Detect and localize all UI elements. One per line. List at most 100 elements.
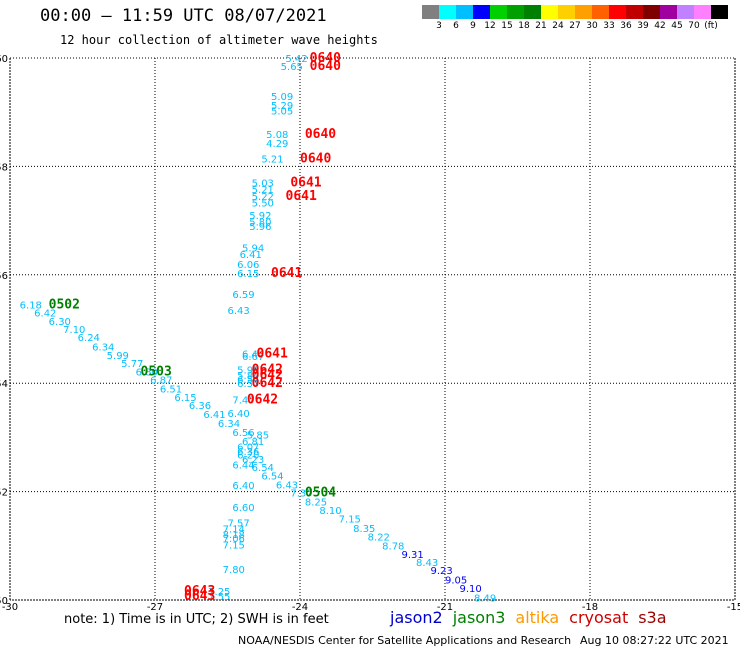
swh-value: 6.34 <box>92 342 114 353</box>
time-label: 0640 <box>305 127 336 142</box>
color-scale-label: (ft) <box>704 21 718 31</box>
swh-value: 5.85 <box>247 431 269 442</box>
swh-value: 8.25 <box>305 497 327 508</box>
swh-value: 7.47 <box>232 395 254 406</box>
swh-value: 8.49 <box>474 593 496 604</box>
swh-value: 5.22 <box>252 192 274 203</box>
swh-value: 6.44 <box>242 349 264 360</box>
time-label: 0640 <box>300 151 331 166</box>
legend-entry: s3a <box>638 608 667 627</box>
swh-value: 7.14 <box>223 524 245 535</box>
swh-value: 6.87 <box>150 375 172 386</box>
swh-value: 5.92 <box>249 211 271 222</box>
time-label: 0641 <box>271 266 302 281</box>
y-tick-label: 56 <box>0 271 8 282</box>
swh-value: 6.43 <box>276 481 298 492</box>
time-label: 0643 <box>184 589 215 604</box>
swh-value: 6.41 <box>240 250 262 261</box>
swh-value: 8.22 <box>368 533 390 544</box>
swh-value: 5.21 <box>261 154 283 165</box>
swh-value: 6.40 <box>232 481 254 492</box>
plot-frame <box>9 57 736 601</box>
color-swatch <box>711 5 728 19</box>
swh-value: 6.06 <box>237 260 259 271</box>
time-label: 0503 <box>141 364 172 379</box>
y-tick-label: 60 <box>0 54 8 65</box>
swh-value: 6.24 <box>78 333 100 344</box>
color-swatch <box>609 5 626 19</box>
swh-value: 6.81 <box>242 437 264 448</box>
color-swatch <box>473 5 490 19</box>
swh-value: 6.80 <box>136 367 158 378</box>
time-label: 0642 <box>252 376 283 391</box>
swh-value: 5.99 <box>107 351 129 362</box>
x-tick-label: -24 <box>292 602 308 613</box>
swh-value: 6.36 <box>189 401 211 412</box>
color-swatch <box>541 5 558 19</box>
swh-value: 6.36 <box>237 447 259 458</box>
swh-value: 7.15 <box>339 515 361 526</box>
swh-value: 7.25 <box>208 587 230 598</box>
color-scale-label: 27 <box>569 21 581 31</box>
swh-value: 6.43 <box>228 306 250 317</box>
swh-value: 9.31 <box>402 550 424 561</box>
swh-value: 5.21 <box>252 185 274 196</box>
credit-line: NOAA/NESDIS Center for Satellite Applica… <box>238 634 572 647</box>
swh-value: 6.15 <box>237 269 259 280</box>
color-scale-label: 30 <box>586 21 598 31</box>
x-tick-label: -30 <box>2 602 18 613</box>
swh-value: 5.03 <box>252 179 274 190</box>
time-label: 0642 <box>247 392 278 407</box>
swh-value: 6.42 <box>34 309 56 320</box>
swh-value: 7.80 <box>223 565 245 576</box>
swh-value: 9.10 <box>460 584 482 595</box>
color-scale-label: 6 <box>453 21 459 31</box>
color-swatch <box>677 5 694 19</box>
color-swatch <box>558 5 575 19</box>
swh-value: 6.34 <box>218 419 240 430</box>
color-swatch <box>490 5 507 19</box>
color-swatch <box>626 5 643 19</box>
swh-value: 6.54 <box>237 375 259 386</box>
swh-value: 8.78 <box>382 541 404 552</box>
swh-value: 6.18 <box>20 301 42 312</box>
time-label: 0502 <box>49 298 80 313</box>
x-tick-label: -27 <box>147 602 163 613</box>
swh-value: 5.50 <box>252 199 274 210</box>
swh-value: 7.55 <box>208 592 230 603</box>
swh-value: 8.18 <box>223 530 245 541</box>
chart-title: 00:00 – 11:59 UTC 08/07/2021 <box>40 6 327 26</box>
swh-value: 5.42 <box>286 54 308 65</box>
swh-value: 8.43 <box>416 558 438 569</box>
y-tick-label: 50 <box>0 596 8 607</box>
swh-value: 6.51 <box>160 385 182 396</box>
x-tick-label: -15 <box>727 602 740 613</box>
chart-subtitle: 12 hour collection of altimeter wave hei… <box>60 33 378 47</box>
color-scale-labels: 3 6 9 12 15 18 21 24 27 30 33 36 39 42 45 70 (ft) <box>422 21 740 33</box>
color-scale-label: 15 <box>501 21 513 31</box>
color-swatch <box>439 5 456 19</box>
swh-value: 6.67 <box>242 352 264 363</box>
x-tick-label: -21 <box>437 602 453 613</box>
swh-value: 5.09 <box>271 92 293 103</box>
color-swatch <box>592 5 609 19</box>
x-tick-label: -18 <box>582 602 598 613</box>
time-label: 0641 <box>257 346 288 361</box>
swh-value: 8.10 <box>319 506 341 517</box>
legend-entry: jason3 <box>452 608 506 627</box>
swh-value: 6.30 <box>49 317 71 328</box>
swh-value: 5.96 <box>249 222 271 233</box>
swh-value: 7.57 <box>228 518 250 529</box>
time-label: 0642 <box>252 368 283 383</box>
legend-entry: jason2 <box>390 608 443 627</box>
color-swatch <box>524 5 541 19</box>
swh-value: 5.95 <box>237 366 259 377</box>
swh-value: 6.40 <box>228 409 250 420</box>
color-swatch <box>694 5 711 19</box>
time-label: 0504 <box>305 486 336 501</box>
color-scale-label: 24 <box>552 21 564 31</box>
swh-value: 6.60 <box>232 503 254 514</box>
swh-value: 5.89 <box>237 371 259 382</box>
color-scale-label: 12 <box>484 21 496 31</box>
